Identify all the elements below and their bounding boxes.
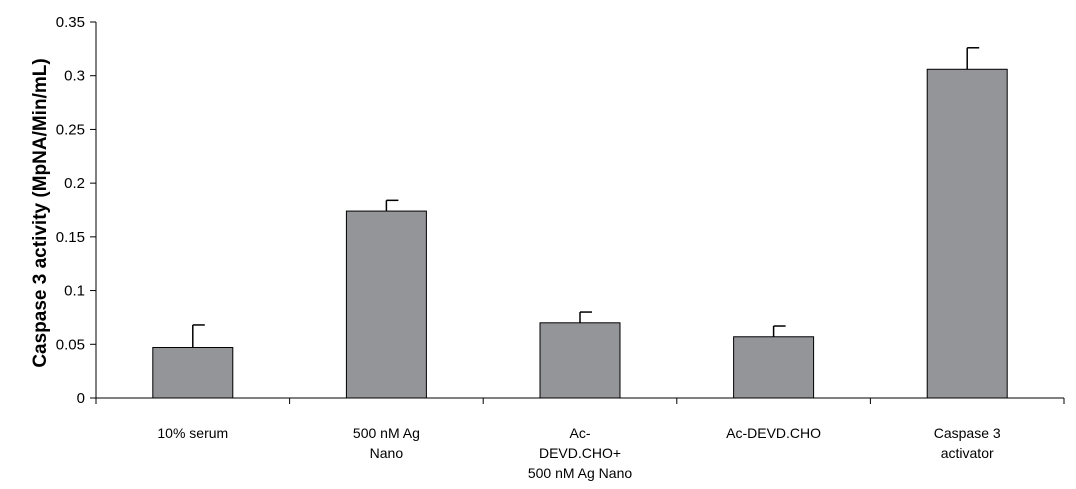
bar <box>733 336 815 399</box>
bar <box>926 68 1008 399</box>
x-category-label-line: DEVD.CHO+ <box>539 445 621 461</box>
x-category-label-line: Ac-DEVD.CHO <box>726 425 821 441</box>
x-category-label-line: Nano <box>370 445 404 461</box>
x-category-label-line: Ac- <box>570 425 591 441</box>
y-tick-label: 0.2 <box>64 175 85 192</box>
y-tick-label: 0.3 <box>64 68 85 85</box>
error-bar <box>966 47 980 70</box>
bar <box>152 347 234 399</box>
x-category-label: 500 nM Ag Nano <box>353 425 420 461</box>
x-category-label-line: 10% serum <box>157 425 228 441</box>
error-bar <box>772 325 786 337</box>
error-bar <box>579 311 592 323</box>
x-category-label: Ac-DEVD.CHO <box>726 425 821 441</box>
bars <box>152 68 1008 399</box>
x-category-label: 10% serum <box>157 425 228 441</box>
x-axis: 10% serum 500 nM Ag Nano Ac- DEVD.CHO+ 500 nM… <box>95 397 1065 481</box>
bar <box>345 210 427 399</box>
y-tick-label: 0.15 <box>56 229 85 246</box>
x-category-label-line: 500 nM Ag Nano <box>528 465 633 481</box>
x-category-label: Caspase 3 activator <box>934 425 1001 461</box>
y-tick-label: 0 <box>77 390 85 407</box>
x-category-label-line: activator <box>941 445 994 461</box>
error-bar <box>385 199 399 212</box>
bar <box>539 322 621 399</box>
error-bars <box>192 47 980 348</box>
x-category-label-line: Caspase 3 <box>934 425 1001 441</box>
y-tick-label: 0.1 <box>64 283 85 300</box>
error-bar <box>192 324 205 348</box>
x-category-label-line: 500 nM Ag <box>353 425 420 441</box>
x-category-label: Ac- DEVD.CHO+ 500 nM Ag Nano <box>528 425 633 481</box>
y-axis-title: Caspase 3 activity (MpNA/Min/mL) <box>30 58 51 367</box>
y-tick-label: 0.05 <box>56 336 85 353</box>
y-axis: 0 0.05 0.1 0.15 0.2 0.25 0.3 0.35 <box>56 14 97 407</box>
y-tick-label: 0.25 <box>56 121 85 138</box>
y-tick-label: 0.35 <box>56 14 85 31</box>
